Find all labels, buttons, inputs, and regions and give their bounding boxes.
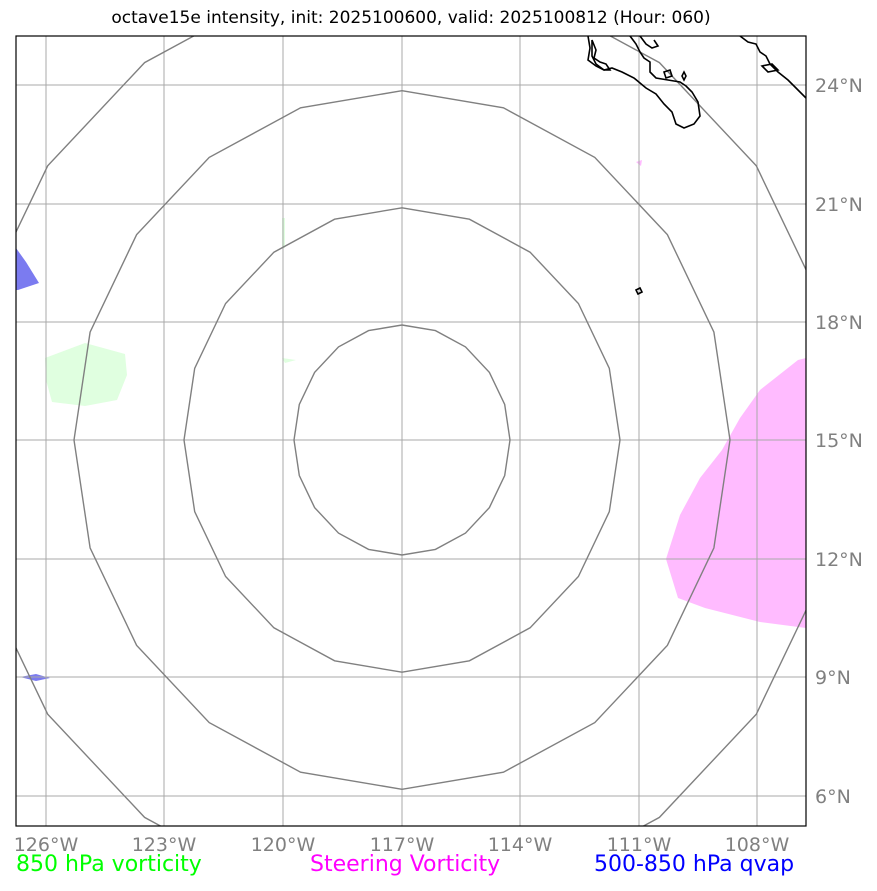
coastline-mainland [739,36,806,99]
coastline-island [662,68,674,80]
map-title: octave15e intensity, init: 2025100600, v… [111,8,711,28]
lon-tick-label: 126°W [14,834,79,856]
lat-tick-label: 18°N [815,312,863,334]
plot-frame [15,35,807,827]
lat-tick-label: 6°N [815,786,851,808]
coastline-island [681,70,687,82]
range-ring [16,36,806,826]
legend-qvap: 500-850 hPa qvap [594,852,795,877]
coastline-island [634,286,644,296]
coastline-baja [587,36,701,129]
vorticity-850-area [282,358,296,363]
lon-tick-label: 117°W [370,834,435,856]
lon-tick-label: 114°W [488,834,553,856]
vorticity-850-area [45,343,127,406]
coastline-mainland [639,36,660,49]
coastline-island [760,63,780,73]
lon-tick-label: 123°W [132,834,197,856]
lat-tick-label: 24°N [815,75,863,97]
lon-tick-label: 108°W [725,834,790,856]
steering-vorticity-area [666,358,806,628]
lat-tick-label: 15°N [815,430,863,452]
qvap-area [16,248,39,290]
coastline [587,36,806,296]
range-ring [293,324,511,556]
range-ring [73,89,731,791]
range-rings [16,36,806,826]
coastline-island [591,39,612,71]
grid-lines [16,36,806,826]
range-ring [183,207,621,673]
legend-850-vorticity: 850 hPa vorticity [16,852,202,877]
lat-tick-label: 12°N [815,549,863,571]
lat-tick-label: 21°N [815,194,863,216]
lon-tick-label: 111°W [607,834,672,856]
lat-tick-label: 9°N [815,667,851,689]
legend-steering-vorticity: Steering Vorticity [310,852,501,877]
lon-tick-label: 120°W [251,834,316,856]
